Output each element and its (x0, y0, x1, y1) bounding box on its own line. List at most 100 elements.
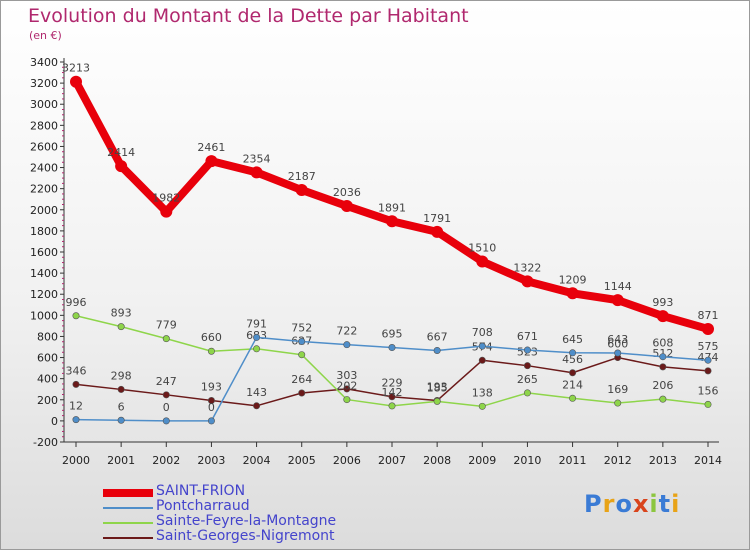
data-point (162, 391, 170, 399)
data-label: 12 (69, 400, 83, 413)
logo-letter: i (671, 490, 681, 518)
data-point (388, 402, 396, 410)
data-label: 142 (382, 386, 403, 399)
x-tick-label: 2006 (333, 454, 361, 467)
x-tick-label: 2012 (604, 454, 632, 467)
x-tick-label: 2009 (468, 454, 496, 467)
data-point (523, 346, 531, 354)
data-label: 708 (472, 326, 493, 339)
series-sainte-feyre-la-montagne: 9968937796606836272021421851382652141692… (66, 296, 719, 410)
data-point (388, 344, 396, 352)
data-label: 6 (118, 400, 125, 413)
legend-swatch (103, 488, 153, 497)
data-label: 1144 (604, 280, 632, 293)
y-tick-label: 2800 (30, 119, 58, 132)
data-label: 206 (652, 379, 673, 392)
logo-letter: x (632, 490, 650, 518)
data-point (478, 402, 486, 410)
y-tick-label: 1600 (30, 246, 58, 259)
data-label: 0 (163, 401, 170, 414)
data-label: 791 (246, 317, 267, 330)
y-tick-label: 1200 (30, 288, 58, 301)
y-tick-label: 1800 (30, 225, 58, 238)
data-point (343, 341, 351, 349)
legend-swatch (103, 521, 153, 524)
legend-label: Sainte-Feyre-la-Montagne (156, 513, 337, 529)
data-label: 667 (427, 330, 448, 343)
data-label: 1982 (152, 192, 180, 205)
x-tick-label: 2004 (243, 454, 271, 467)
data-point (253, 402, 261, 410)
data-label: 575 (698, 340, 719, 353)
data-point (117, 416, 125, 424)
data-label: 600 (607, 338, 628, 351)
data-point (72, 380, 80, 388)
data-point (569, 349, 577, 357)
proxiti-logo: Proxiti (584, 490, 680, 518)
data-label: 193 (201, 381, 222, 394)
legend-label: SAINT-FRION (156, 483, 246, 499)
data-point (250, 166, 263, 179)
data-point (253, 345, 261, 353)
data-point (614, 349, 622, 357)
data-point (70, 75, 82, 88)
data-point (523, 362, 531, 370)
data-label: 671 (517, 330, 538, 343)
data-label: 303 (336, 369, 357, 382)
legend-swatch (103, 536, 153, 539)
data-point (569, 394, 577, 402)
logo-letter: o (615, 490, 633, 518)
logo-letter: P (584, 490, 603, 518)
data-point (566, 287, 579, 300)
data-point (659, 363, 667, 371)
data-point (72, 416, 80, 424)
data-label: 1891 (378, 201, 406, 214)
x-tick-label: 2002 (152, 454, 180, 467)
data-label: 996 (66, 296, 87, 309)
y-tick-label: -200 (33, 436, 58, 449)
data-label: 193 (427, 381, 448, 394)
data-label: 1322 (513, 261, 541, 274)
data-point (298, 351, 306, 359)
y-axis-unit-label: (en €) (29, 29, 62, 42)
data-label: 608 (652, 337, 673, 350)
data-label: 2187 (288, 170, 316, 183)
logo-letter: t (658, 490, 672, 518)
x-tick-label: 2007 (378, 454, 406, 467)
data-point (343, 396, 351, 404)
data-point (207, 397, 215, 405)
data-label: 893 (111, 307, 132, 320)
logo-letter: i (649, 490, 659, 518)
data-label: 138 (472, 386, 493, 399)
data-point (659, 395, 667, 403)
data-label: 722 (336, 325, 357, 338)
data-label: 1791 (423, 212, 451, 225)
data-label: 264 (291, 373, 312, 386)
data-point (162, 417, 170, 425)
data-point (343, 385, 351, 393)
data-label: 169 (607, 383, 628, 396)
data-point (704, 367, 712, 375)
data-point (656, 310, 669, 323)
data-point (160, 205, 173, 218)
data-point (611, 294, 624, 307)
data-point (388, 393, 396, 401)
x-tick-label: 2011 (559, 454, 587, 467)
data-label: 456 (562, 353, 583, 366)
x-tick-label: 2010 (513, 454, 541, 467)
data-label: 752 (291, 322, 312, 335)
data-point (205, 155, 218, 168)
data-point (521, 275, 534, 288)
y-tick-label: 2600 (30, 140, 58, 153)
y-tick-label: 1400 (30, 267, 58, 280)
legend-label: Pontcharraud (156, 498, 250, 514)
y-tick-label: 0 (51, 415, 58, 428)
data-point (614, 399, 622, 407)
data-label: 143 (246, 386, 267, 399)
x-tick-label: 2014 (694, 454, 722, 467)
data-point (298, 389, 306, 397)
y-tick-label: 1000 (30, 309, 58, 322)
data-point (569, 369, 577, 377)
